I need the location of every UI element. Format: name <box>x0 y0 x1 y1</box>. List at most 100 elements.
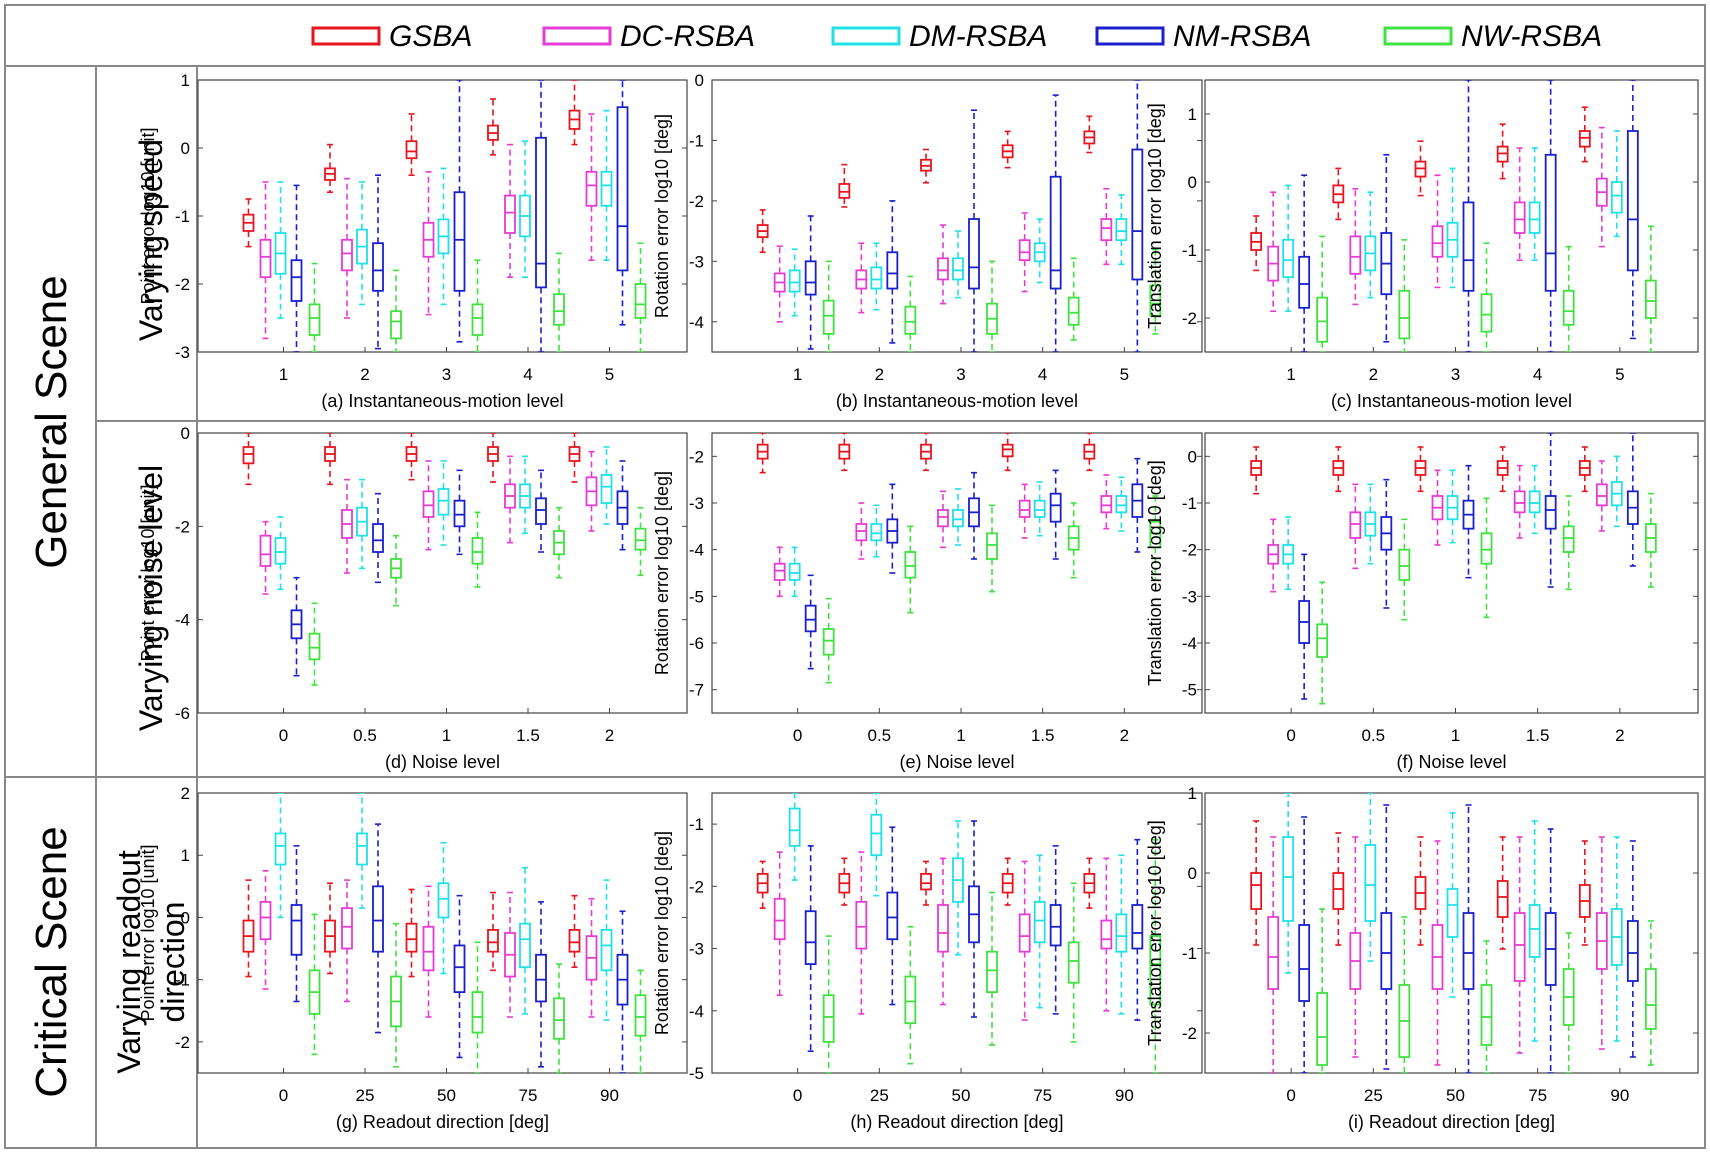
box-dm-rsba-3 <box>1446 167 1459 289</box>
box-gsba-1.5 <box>1001 433 1014 472</box>
box-nw-rsba-0.5 <box>904 525 917 614</box>
box-dm-rsba-4 <box>1033 218 1046 284</box>
x-tick-label: 2 <box>1120 726 1129 745</box>
box-dm-rsba-50 <box>437 841 450 975</box>
legend-label: NM-RSBA <box>1173 20 1311 53</box>
y-tick-label: -4 <box>689 541 704 560</box>
box-nm-rsba-1.5 <box>1544 433 1557 588</box>
box-nw-rsba-50 <box>1480 940 1493 1073</box>
box-dm-rsba-1.5 <box>1033 481 1046 537</box>
y-tick-label: -3 <box>689 494 704 513</box>
y-tick-label: -2 <box>1182 541 1197 560</box>
box-iqr <box>788 562 801 581</box>
box-gsba-2 <box>838 163 851 208</box>
box-dm-rsba-5 <box>1610 130 1623 238</box>
box-dc-rsba-0.5 <box>341 478 353 574</box>
box-dc-rsba-1 <box>1267 191 1280 313</box>
y-tick-label: 2 <box>181 784 190 803</box>
x-tick-label: 3 <box>1451 365 1460 384</box>
y-tick-label: 0 <box>1188 447 1197 466</box>
box-iqr <box>308 632 321 661</box>
x-tick-label: 0 <box>793 726 802 745</box>
box-iqr <box>600 474 613 504</box>
box-iqr <box>519 922 531 969</box>
box-nw-rsba-3 <box>1480 242 1493 352</box>
box-dc-rsba-90 <box>585 897 598 1018</box>
legend-label: DM-RSBA <box>909 20 1047 53</box>
box-dc-rsba-90 <box>1100 857 1113 1012</box>
box-nw-rsba-4 <box>1562 245 1575 352</box>
box-nm-rsba-50 <box>968 820 980 1018</box>
box-iqr <box>904 305 917 335</box>
box-dc-rsba-25 <box>1349 836 1362 1058</box>
box-iqr <box>870 523 883 542</box>
box-dc-rsba-1.5 <box>1018 483 1031 539</box>
x-tick-label: 0 <box>279 726 288 745</box>
box-nw-rsba-75 <box>553 963 565 1073</box>
x-tick-label: 1.5 <box>1526 726 1550 745</box>
box-nw-rsba-25 <box>1398 916 1411 1073</box>
legend-swatch <box>831 26 901 46</box>
x-tick-label: 90 <box>1610 1086 1629 1105</box>
box-iqr <box>308 303 321 336</box>
x-tick-label: 0 <box>1286 1086 1295 1105</box>
box-iqr <box>600 170 613 207</box>
chart-panel-1: 1 0 -1 -2 -3 1 2 3 4 5 (a) Instantaneous-motion le… <box>138 71 688 411</box>
box-iqr <box>1282 836 1295 922</box>
box-dm-rsba-75 <box>1528 820 1541 1042</box>
row-label-readout-line-2: direction <box>155 902 191 1023</box>
x-tick-label: 4 <box>523 365 532 384</box>
box-iqr <box>1316 623 1329 658</box>
box-nm-rsba-0.5 <box>372 492 384 584</box>
box-gsba-0 <box>1250 820 1263 946</box>
box-dm-rsba-0 <box>1282 516 1295 591</box>
box-dm-rsba-0.5 <box>1364 483 1377 565</box>
box-iqr <box>1332 872 1345 910</box>
box-iqr <box>1446 888 1459 938</box>
x-tick-label: 0.5 <box>1362 726 1386 745</box>
box-gsba-4 <box>1496 123 1509 180</box>
x-tick-label: 0 <box>1286 726 1295 745</box>
box-nm-rsba-2 <box>1626 433 1639 567</box>
box-dm-rsba-90 <box>600 879 613 1021</box>
box-dm-rsba-0 <box>788 793 801 881</box>
box-nw-rsba-1 <box>1480 497 1493 619</box>
x-tick-label: 1 <box>442 726 451 745</box>
x-tick-label: 1 <box>1286 365 1295 384</box>
box-iqr <box>471 303 484 336</box>
x-tick-label: 1 <box>279 365 288 384</box>
box-iqr <box>920 872 932 891</box>
box-nw-rsba-2 <box>1149 495 1162 581</box>
box-gsba-90 <box>1083 857 1096 909</box>
box-gsba-25 <box>838 857 851 906</box>
box-dm-rsba-1.5 <box>519 455 531 535</box>
box-nw-rsba-2 <box>1398 239 1411 352</box>
box-iqr <box>535 953 547 1003</box>
y-tick-label: -7 <box>689 681 704 700</box>
box-dm-rsba-2 <box>1115 476 1128 532</box>
box-nw-rsba-4 <box>1067 257 1080 341</box>
y-tick-label: -1 <box>689 131 704 150</box>
box-layer <box>1250 793 1657 1073</box>
chart-panel-3: 1 0 -1 -2 1 2 3 4 5 (c) Instantaneous-motion leve… <box>1145 79 1699 411</box>
x-tick-label: 0.5 <box>353 726 377 745</box>
box-dc-rsba-0 <box>773 546 786 598</box>
box-iqr <box>788 269 801 293</box>
box-dc-rsba-3 <box>422 171 435 316</box>
chart-panel-7: 2 1 0 -1 -2 0 25 50 75 90 (g) Readout direction [d… <box>138 784 688 1132</box>
box-iqr <box>553 997 565 1040</box>
box-dm-rsba-3 <box>437 167 450 306</box>
plot-area <box>197 79 688 353</box>
box-gsba-5 <box>568 80 581 146</box>
x-tick-label: 1 <box>1451 726 1460 745</box>
box-iqr <box>1250 872 1263 910</box>
box-iqr <box>952 509 964 528</box>
row-label-speed: Varying speed <box>133 139 169 341</box>
y-tick-label: -3 <box>1182 587 1197 606</box>
box-nw-rsba-1 <box>1316 235 1329 352</box>
box-nm-rsba-75 <box>1544 828 1557 1073</box>
y-tick-label: 0 <box>1188 864 1197 883</box>
x-tick-label: 5 <box>1120 365 1129 384</box>
y-tick-label: 0 <box>1188 173 1197 192</box>
box-nw-rsba-5 <box>1149 248 1162 335</box>
